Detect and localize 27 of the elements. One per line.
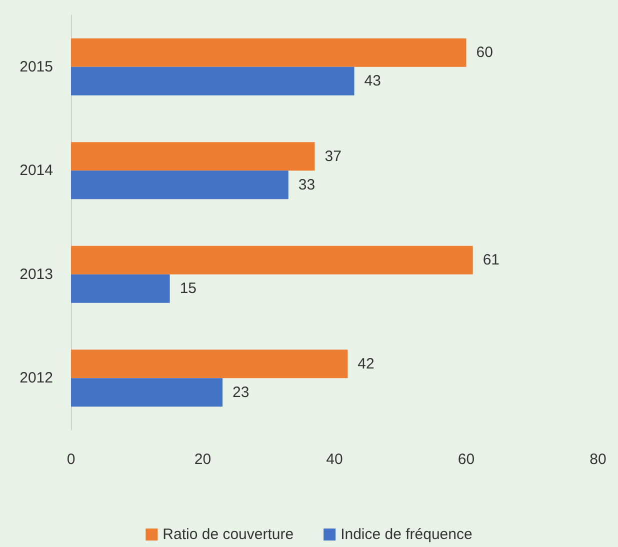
x-tick-label: 60	[458, 451, 475, 468]
data-label: 37	[324, 148, 342, 165]
x-tick-label: 40	[326, 451, 343, 468]
data-label: 23	[232, 384, 250, 401]
bar	[71, 142, 315, 171]
bar	[71, 378, 223, 407]
x-tick-label: 20	[194, 451, 212, 468]
data-label: 61	[482, 252, 500, 269]
y-tick-label: 2012	[20, 370, 53, 387]
x-tick-label: 80	[590, 451, 606, 468]
data-label: 15	[180, 280, 196, 298]
y-tick-label: 2015	[20, 58, 53, 76]
data-label: 60	[476, 44, 493, 62]
x-tick-label: 0	[66, 451, 76, 468]
bar	[71, 350, 348, 378]
data-label: 33	[298, 176, 316, 194]
data-label: 43	[364, 72, 381, 90]
bar	[71, 66, 354, 96]
data-label: 42	[358, 355, 374, 372]
y-tick-label: 2014	[20, 162, 53, 180]
bar	[71, 246, 473, 274]
bar	[71, 274, 170, 303]
legend-label: Ratio de couverture	[162, 526, 294, 543]
bar	[71, 170, 288, 200]
legend-label: Indice de fréquence	[340, 526, 472, 543]
y-tick-label: 2013	[20, 266, 53, 283]
bar	[71, 38, 466, 67]
